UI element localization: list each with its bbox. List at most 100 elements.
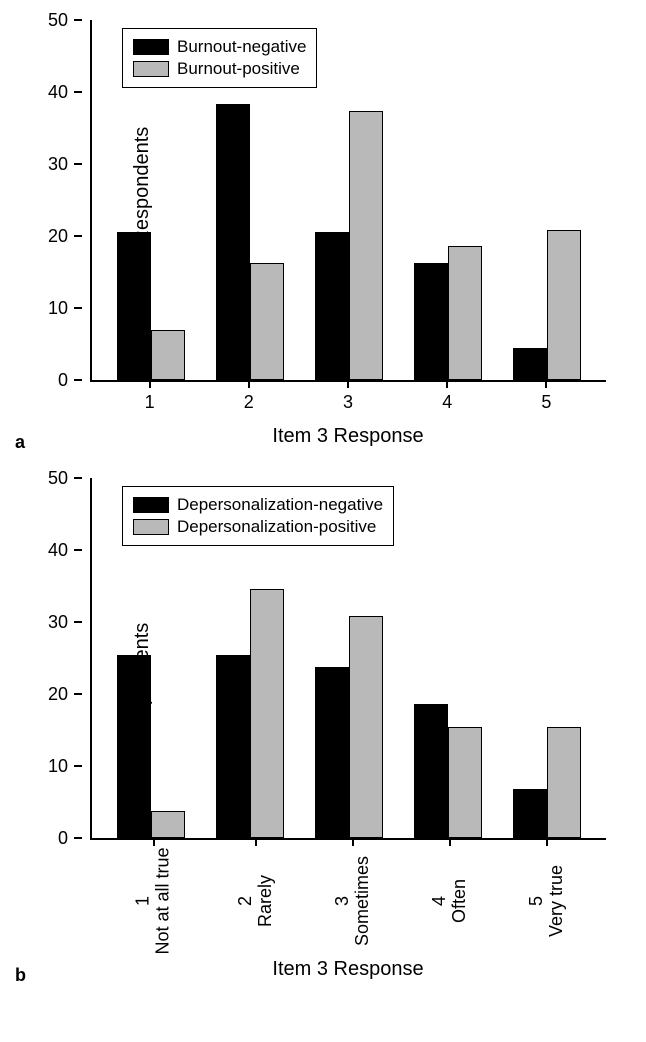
x-tick-group: 5 [497,382,596,413]
x-tick-label: 1Not at all true [109,847,199,954]
x-tick-group: 4Often [402,840,499,946]
y-tick-label: 50 [48,468,68,489]
legend-row: Depersonalization-negative [133,495,383,515]
x-tick-label: 1 [145,392,155,413]
y-tick: 50 [74,19,82,21]
bar [117,655,151,838]
legend-row: Depersonalization-positive [133,517,383,537]
x-tick-group: 2Rarely [207,840,304,946]
x-tick-group: 5Very true [499,840,596,946]
legend-row: Burnout-negative [133,37,306,57]
bar [349,616,383,838]
bar [547,230,581,380]
bar-group [497,230,596,380]
legend-a: Burnout-negativeBurnout-positive [122,28,317,88]
y-tick: 20 [74,235,82,237]
x-axis-a: 1 2 3 4 5 [90,382,606,413]
y-tick: 10 [74,765,82,767]
bar [414,263,448,380]
y-tick: 40 [74,91,82,93]
x-title-b: Item 3 Response [90,958,606,981]
y-tick: 40 [74,549,82,551]
y-tick-label: 0 [58,370,68,391]
x-tick-group: 3Sometimes [304,840,401,946]
bar-group [497,727,596,838]
bar [547,727,581,838]
bar-group [300,111,399,380]
legend-label: Burnout-positive [177,59,300,79]
panel-label-a: a [15,432,25,453]
y-tick-label: 20 [48,226,68,247]
y-tick: 10 [74,307,82,309]
x-tick-group: 4 [398,382,497,413]
x-tick-group: 1Not at all true [100,840,207,946]
bar-group [102,232,201,380]
bar [448,727,482,838]
x-tick-group: 1 [100,382,199,413]
x-tick-label: 4Often [405,879,495,923]
y-tick: 50 [74,477,82,479]
y-tick-label: 30 [48,612,68,633]
y-tick-label: 30 [48,154,68,175]
legend-swatch [133,39,169,55]
legend-label: Depersonalization-negative [177,495,383,515]
y-tick: 30 [74,163,82,165]
y-tick: 0 [74,837,82,839]
bar [216,104,250,380]
x-tick-label: 2Rarely [211,875,301,927]
bar [250,589,284,838]
bar-group [201,589,300,838]
y-tick: 20 [74,693,82,695]
y-tick-label: 0 [58,828,68,849]
x-tick-label: 4 [442,392,452,413]
y-tick-label: 10 [48,298,68,319]
bar [315,232,349,380]
chart-a: Percent of Respondents Burnout-negativeB… [90,20,606,448]
chart-b-container: b Percent of Respondents Depersonalizati… [20,478,626,981]
chart-a-container: a Percent of Respondents Burnout-negativ… [20,20,626,448]
x-tick-group: 2 [199,382,298,413]
x-axis-b: 1Not at all true2Rarely3Sometimes4Often5… [90,840,606,946]
x-tick-label: 3Sometimes [308,856,398,946]
y-tick-label: 40 [48,540,68,561]
y-tick: 30 [74,621,82,623]
x-title-a: Item 3 Response [90,425,606,448]
legend-row: Burnout-positive [133,59,306,79]
chart-b: Percent of Respondents Depersonalization… [90,478,606,981]
y-tick-label: 10 [48,756,68,777]
bar-group [102,655,201,838]
bar [117,232,151,380]
y-tick-label: 40 [48,82,68,103]
bar-group [398,246,497,380]
bar [349,111,383,380]
panel-label-b: b [15,965,26,986]
x-tick-label: 2 [244,392,254,413]
y-tick-label: 50 [48,10,68,31]
legend-swatch [133,61,169,77]
x-tick-label: 3 [343,392,353,413]
legend-label: Burnout-negative [177,37,306,57]
bar [414,704,448,838]
bar [315,667,349,838]
bar [448,246,482,380]
bar-group [201,104,300,380]
bar [513,348,547,380]
bar [216,655,250,838]
bar [513,789,547,838]
x-tick-label: 5Very true [502,865,592,937]
x-tick-group: 3 [298,382,397,413]
x-tick-label: 5 [541,392,551,413]
y-tick: 0 [74,379,82,381]
legend-swatch [133,497,169,513]
bar [250,263,284,380]
bar-group [300,616,399,838]
plot-area-a: Burnout-negativeBurnout-positive 0102030… [90,20,606,382]
y-tick-label: 20 [48,684,68,705]
legend-label: Depersonalization-positive [177,517,376,537]
bar-group [398,704,497,838]
plot-area-b: Depersonalization-negativeDepersonalizat… [90,478,606,840]
bar [151,811,185,838]
bar [151,330,185,380]
legend-swatch [133,519,169,535]
legend-b: Depersonalization-negativeDepersonalizat… [122,486,394,546]
